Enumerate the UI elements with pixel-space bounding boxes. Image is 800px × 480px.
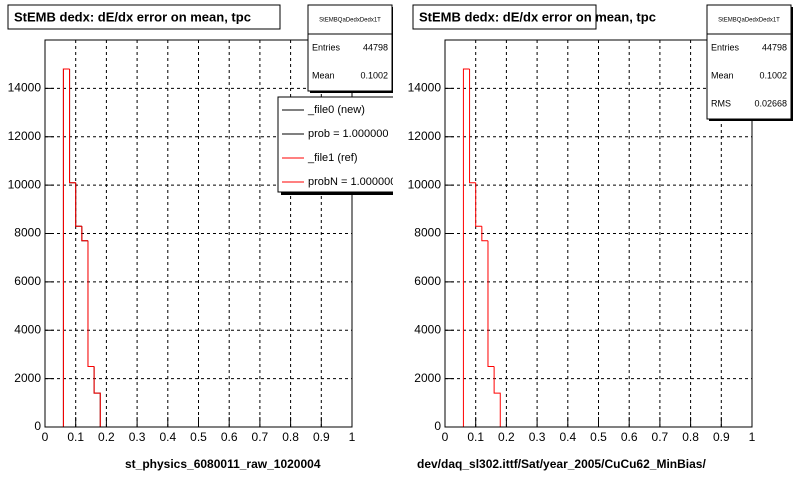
y-tick-label: 6000	[14, 274, 41, 288]
y-tick-label: 2000	[414, 371, 441, 385]
stats-title: StEMBQaDedxDedx1T	[319, 18, 381, 24]
x-tick-label: 0.7	[652, 430, 669, 444]
y-tick-label: 12000	[408, 129, 442, 143]
stats-value: 0.1002	[360, 70, 388, 80]
x-tick-label: 1	[349, 430, 356, 444]
chart-title: StEMB dedx: dE/dx error on mean, tpc	[14, 9, 251, 24]
stats-label: Mean	[312, 70, 335, 80]
x-tick-label: 0.5	[190, 430, 207, 444]
x-tick-label: 0	[442, 430, 449, 444]
stats-box	[307, 4, 393, 92]
histogram-bin	[93, 366, 101, 427]
x-tick-label: 0.2	[98, 430, 115, 444]
plot-frame-border	[444, 39, 753, 428]
y-tick-label: 2000	[14, 371, 41, 385]
legend-label: probN = 1.000000	[308, 176, 396, 188]
histogram-bin	[69, 69, 76, 184]
y-tick-label: 8000	[414, 226, 441, 240]
y-tick-label: 4000	[14, 322, 41, 336]
stats-label: RMS	[711, 98, 731, 108]
histogram-bin	[469, 69, 476, 184]
x-tick-label: 0.1	[467, 430, 484, 444]
x-tick-label: 0.1	[67, 430, 84, 444]
stats-value: 44798	[762, 42, 787, 52]
y-tick-label: 4000	[414, 322, 441, 336]
histogram-bin	[87, 240, 95, 368]
x-axis-label: st_physics_6080011_raw_1020004	[125, 457, 321, 471]
x-tick-label: 0.9	[713, 430, 730, 444]
histogram-bin	[487, 240, 495, 368]
x-axis-label: dev/daq_sl302.ittf/Sat/year_2005/CuCu62_…	[417, 457, 706, 471]
title-box	[7, 4, 281, 30]
stats-value: 44798	[363, 42, 388, 52]
stats-value: 0.1002	[759, 70, 787, 80]
x-tick-label: 0.6	[621, 430, 638, 444]
x-tick-label: 0.8	[282, 430, 299, 444]
x-tick-label: 0.3	[529, 430, 546, 444]
y-tick-label: 6000	[414, 274, 441, 288]
y-tick-label: 14000	[408, 81, 442, 95]
histogram-bin	[75, 182, 82, 227]
x-tick-label: 0.5	[590, 430, 607, 444]
histogram-bin	[493, 366, 501, 427]
y-tick-label: 0	[34, 419, 41, 433]
y-tick-label: 10000	[408, 177, 442, 191]
y-tick-label: 12000	[8, 129, 42, 143]
pad: 0 0.1 0.2 0.3 0.4 0.5 0.6 0.7 0.8 0.9 1 0 2000 4000 60…	[7, 4, 396, 471]
stats-label: Mean	[711, 70, 734, 80]
y-tick-label: 0	[434, 419, 441, 433]
y-tick-label: 10000	[8, 177, 42, 191]
histogram-bin	[481, 226, 488, 242]
pad: 0 0.1 0.2 0.3 0.4 0.5 0.6 0.7 0.8 0.9 1 0 2000 4000 60…	[408, 4, 793, 471]
stats-label: Entries	[711, 42, 740, 52]
legend-box	[277, 96, 393, 193]
stats-value: 0.02668	[754, 98, 787, 108]
title-box	[412, 4, 597, 30]
x-tick-label: 1	[749, 430, 756, 444]
x-tick-label: 0.4	[559, 430, 576, 444]
histogram-bin	[475, 182, 482, 227]
x-tick-label: 0.6	[221, 430, 238, 444]
stats-box	[706, 4, 792, 120]
x-tick-label: 0.2	[498, 430, 515, 444]
plot-frame-border	[44, 39, 353, 428]
x-tick-label: 0.7	[252, 430, 269, 444]
stats-label: Entries	[312, 42, 341, 52]
histogram-bin	[462, 68, 470, 427]
histogram-bin	[62, 68, 70, 427]
stats-title: StEMBQaDedxDedx1T	[718, 18, 780, 24]
chart-title: StEMB dedx: dE/dx error on mean, tpc	[419, 9, 656, 24]
x-tick-label: 0	[42, 430, 49, 444]
y-tick-label: 8000	[14, 226, 41, 240]
legend-label: _file0 (new)	[307, 104, 365, 116]
x-tick-label: 0.9	[313, 430, 330, 444]
legend-label: prob = 1.000000	[308, 128, 388, 140]
legend-label: _file1 (ref)	[307, 152, 358, 164]
x-tick-label: 0.8	[682, 430, 699, 444]
histogram-bin	[81, 226, 88, 242]
y-tick-label: 14000	[8, 81, 42, 95]
x-tick-label: 0.4	[159, 430, 176, 444]
x-tick-label: 0.3	[129, 430, 146, 444]
